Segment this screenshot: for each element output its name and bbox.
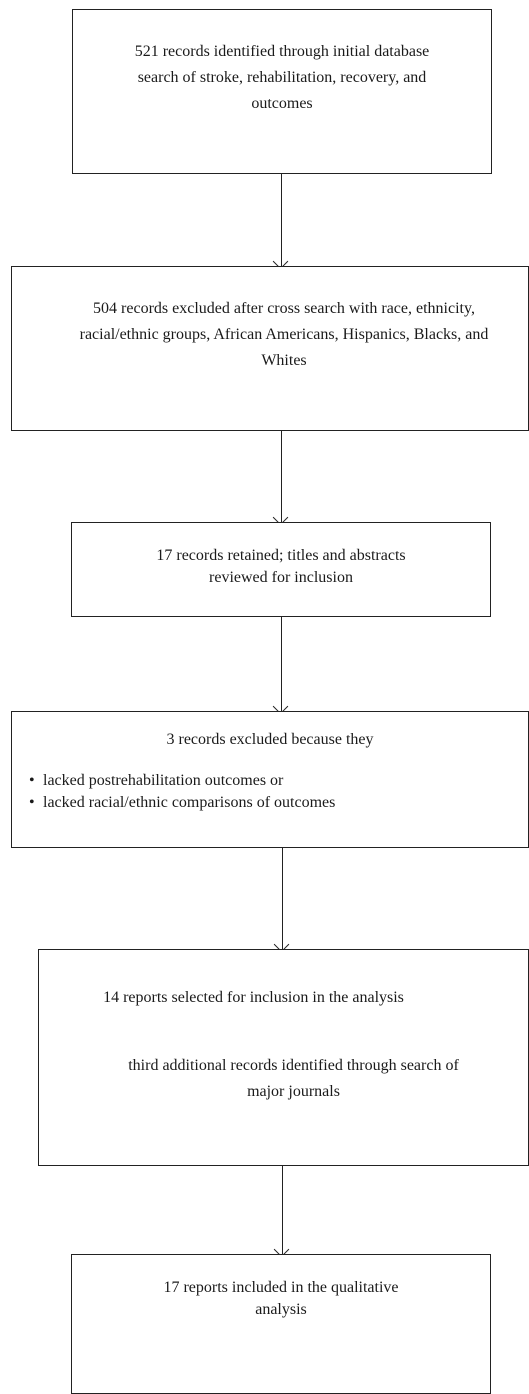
flow-arrow-4 <box>282 848 283 949</box>
flow-box-excluded-cross-search: 504 records excluded after cross search … <box>11 266 529 431</box>
flow-box-included: 17 reports included in the qualitative a… <box>71 1254 491 1394</box>
flow-box-identified: 521 records identified through initial d… <box>72 9 492 174</box>
flow-box-included-text: 17 reports included in the qualitative a… <box>163 1279 399 1318</box>
flow-box-retained: 17 records retained; titles and abstract… <box>71 522 491 617</box>
flow-arrow-2 <box>281 431 282 522</box>
exclusion-criterion: lacked postrehabilitation outcomes or <box>29 770 339 792</box>
flow-box-selected: 14 reports selected for inclusion in the… <box>38 949 529 1166</box>
flow-arrow-1 <box>281 174 282 266</box>
flow-box-selected-text-2: third additional records identified thro… <box>128 1057 459 1100</box>
flow-arrow-3 <box>281 617 282 711</box>
flow-arrow-5 <box>282 1166 283 1254</box>
exclusion-criterion: lacked racial/ethnic comparisons of outc… <box>29 792 339 814</box>
flow-box-excluded-criteria: 3 records excluded because they lacked p… <box>11 711 529 848</box>
exclusion-criteria-list: lacked postrehabilitation outcomes or la… <box>29 770 339 814</box>
flow-box-excluded-cross-search-text: 504 records excluded after cross search … <box>79 300 489 369</box>
flow-box-retained-text: 17 records retained; titles and abstract… <box>156 547 406 586</box>
flow-box-identified-text: 521 records identified through initial d… <box>134 43 430 112</box>
flow-box-excluded-criteria-title: 3 records excluded because they <box>166 731 374 748</box>
flow-box-selected-text-1: 14 reports selected for inclusion in the… <box>103 989 404 1006</box>
